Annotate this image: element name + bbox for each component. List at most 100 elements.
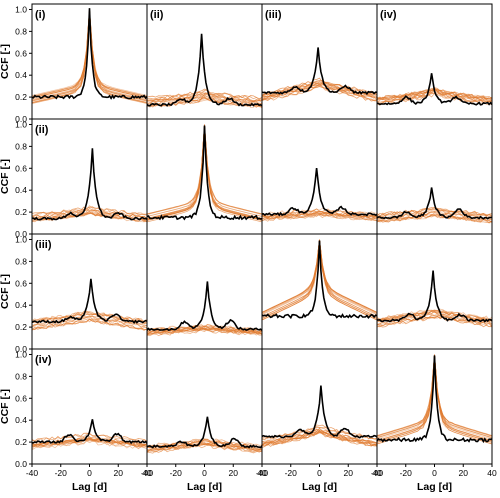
y-axis-label: CCF [-] [0, 44, 11, 79]
observed-line [377, 187, 492, 220]
ensemble-line [377, 310, 492, 323]
panel-label: (ii) [150, 9, 164, 21]
y-tick-label: 1.0 [15, 4, 27, 14]
x-tick-label: -20 [400, 468, 413, 478]
ensemble-line [262, 207, 377, 216]
x-tick-label: -40 [26, 468, 39, 478]
ensemble-line [262, 431, 377, 447]
x-axis-label: Lag [d] [302, 481, 337, 493]
x-axis-label: Lag [d] [187, 481, 222, 493]
observed-line [262, 385, 377, 439]
ensemble-line [147, 93, 262, 104]
y-axis-label: CCF [-] [0, 389, 11, 424]
observed-line [32, 148, 147, 221]
y-tick-label: 0.6 [15, 48, 27, 58]
panel-r3-c2 [146, 233, 263, 350]
y-tick-label: 0.4 [15, 300, 27, 310]
ensemble-line [377, 207, 492, 217]
observed-line [147, 125, 262, 221]
y-tick-label: 0.4 [15, 415, 27, 425]
ensemble-line [147, 88, 262, 100]
x-axis-label: Lag [d] [72, 481, 107, 493]
panel-r4-c1: (iv) [31, 348, 148, 465]
y-tick-label: 0.6 [15, 163, 27, 173]
x-tick-label: 40 [372, 468, 382, 478]
ensemble-line [147, 327, 262, 336]
panel-r1-c1: (i) [31, 3, 148, 120]
y-tick-label: 0.2 [15, 92, 27, 102]
observed-line [377, 73, 492, 106]
ensemble-line [262, 239, 377, 313]
ensemble-line [147, 89, 262, 100]
ensemble-line [32, 440, 147, 451]
ensemble-line [32, 437, 147, 447]
ensemble-line [147, 444, 262, 454]
x-tick-label: 0 [87, 468, 92, 478]
panel-r1-c2: (ii) [146, 3, 263, 120]
panel-r4-c2 [146, 348, 263, 465]
ensemble-line [377, 316, 492, 328]
observed-line [32, 278, 147, 324]
y-tick-label: 0.8 [15, 256, 27, 266]
y-tick-label: 0.6 [15, 278, 27, 288]
ensemble-line [147, 438, 262, 447]
x-tick-label: 20 [459, 468, 469, 478]
ensemble-line [262, 428, 377, 444]
x-tick-label: 40 [257, 468, 267, 478]
ensemble-line [262, 429, 377, 444]
x-tick-label: -20 [285, 468, 298, 478]
ensemble-line [32, 437, 147, 447]
ensemble-line [32, 310, 147, 323]
ensemble-line [147, 93, 262, 105]
y-axis-label: CCF [-] [0, 274, 11, 309]
y-axis-label: CCF [-] [0, 159, 11, 194]
ensemble-line [377, 213, 492, 224]
observed-line [262, 240, 377, 320]
x-tick-label: 20 [114, 468, 124, 478]
panel-r2-c2 [146, 118, 263, 235]
panel-r2-c1: (ii) [31, 118, 148, 235]
ensemble-line [377, 308, 492, 321]
x-tick-label: -40 [141, 468, 154, 478]
y-tick-label: 0.8 [15, 141, 27, 151]
panel-r1-c3: (iii) [261, 3, 378, 120]
panel-label: (iv) [380, 9, 397, 21]
ensemble-line [377, 354, 492, 443]
panel-label: (iii) [265, 9, 282, 21]
ensemble-line [32, 315, 147, 328]
x-tick-label: 40 [142, 468, 152, 478]
y-tick-label: 0.6 [15, 393, 27, 403]
y-tick-label: 0.2 [15, 207, 27, 217]
ensemble-line [147, 91, 262, 102]
ensemble-line [147, 443, 262, 453]
ensemble-line [262, 212, 377, 220]
y-tick-label: 0.4 [15, 70, 27, 80]
observed-line [147, 33, 262, 107]
observed-line [262, 168, 377, 217]
ensemble-line [147, 94, 262, 105]
y-tick-label: 0.8 [15, 371, 27, 381]
ensemble-line [32, 315, 147, 329]
panel-r3-c3 [261, 233, 378, 350]
observed-line [32, 419, 147, 445]
panel-label: (i) [35, 9, 46, 21]
y-tick-label: 0.2 [15, 437, 27, 447]
observed-line [32, 8, 147, 100]
panel-label: (iv) [35, 354, 52, 366]
x-tick-label: -20 [55, 468, 68, 478]
ensemble-line [147, 440, 262, 450]
panel-r3-c4 [376, 233, 493, 350]
ensemble-line [377, 213, 492, 223]
ensemble-line [32, 437, 147, 448]
observed-line [147, 281, 262, 332]
ensemble-line [32, 313, 147, 324]
y-tick-label: 1.0 [15, 119, 27, 129]
y-tick-label: 0.0 [15, 344, 27, 354]
x-tick-label: 0 [432, 468, 437, 478]
panel-r4-c3 [261, 348, 378, 465]
ensemble-line [32, 318, 147, 331]
observed-line [377, 355, 492, 444]
x-axis-label: Lag [d] [417, 481, 452, 493]
x-tick-label: -20 [170, 468, 183, 478]
